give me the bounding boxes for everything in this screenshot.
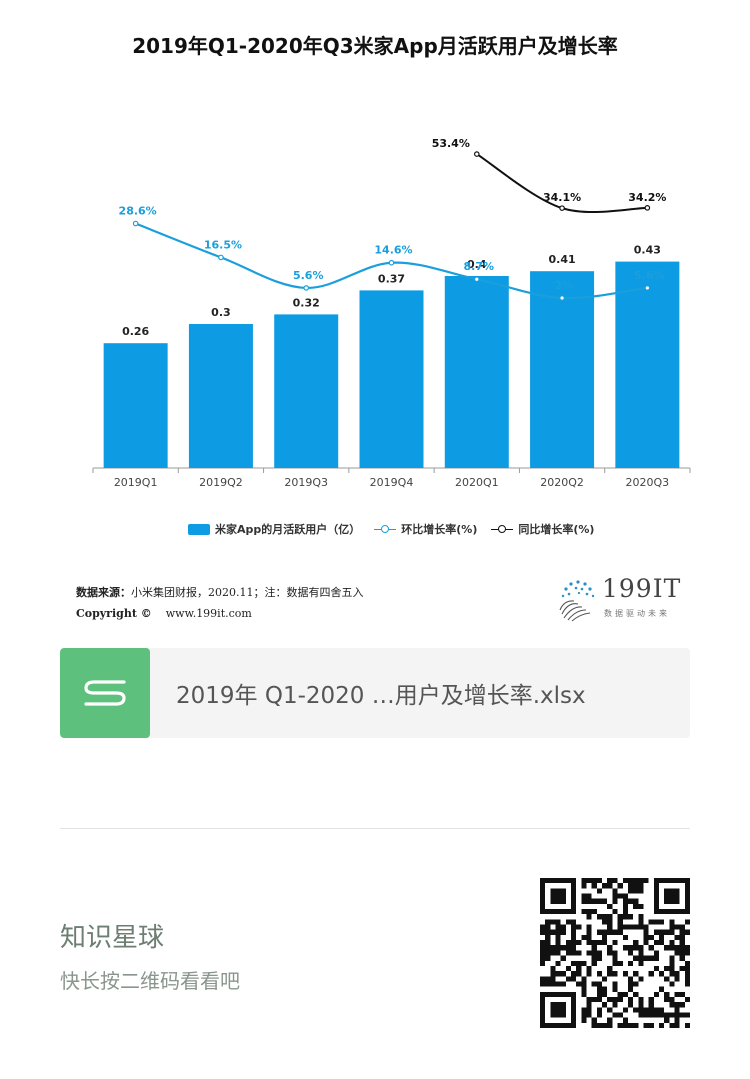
legend-label-bar: 米家App的月活跃用户（亿） xyxy=(215,523,361,536)
x-tick-label-2019Q3: 2019Q3 xyxy=(284,476,328,489)
legend-label-qoq: 环比增长率(%) xyxy=(401,523,478,536)
legend-item-bar: 米家App的月活跃用户（亿） xyxy=(188,521,360,537)
planet-name: 知识星球 xyxy=(60,923,165,953)
source-text: 小米集团财报，2020.11；注：数据有四舍五入 xyxy=(131,586,364,599)
qoq-point-2020Q1 xyxy=(473,276,480,283)
qoq-point-2019Q4 xyxy=(388,259,395,266)
yoy-point-2020Q1 xyxy=(473,151,480,157)
source-note: 数据来源：小米集团财报，2020.11；注：数据有四舍五入 Copyright … xyxy=(76,582,364,624)
x-tick-label-2019Q4: 2019Q4 xyxy=(370,476,414,489)
legend-item-qoq: 环比增长率(%) xyxy=(374,521,477,537)
yoy-label-2020Q2: 34.1% xyxy=(543,191,581,204)
qoq-point-2019Q1 xyxy=(132,220,139,227)
bar-2020Q1 xyxy=(444,276,509,468)
qoq-point-2020Q2 xyxy=(559,295,565,301)
logo-tagline: 数据驱动未来 xyxy=(604,609,670,618)
qoq-label-2020Q1: 8.7% xyxy=(464,260,495,273)
yoy-point-2020Q2 xyxy=(559,205,565,211)
bar-label-2019Q4: 0.37 xyxy=(378,272,405,285)
x-tick-label-2020Q1: 2020Q1 xyxy=(455,476,499,489)
yoy-label-2020Q3: 34.2% xyxy=(628,191,666,204)
qoq-label-2020Q2: 2% xyxy=(555,279,574,292)
bar-label-2020Q3: 0.43 xyxy=(634,244,661,257)
qoq-point-2019Q2 xyxy=(218,254,224,261)
x-tick-label-2020Q3: 2020Q3 xyxy=(626,476,670,489)
s-letter-icon xyxy=(84,680,126,706)
qoq-point-2020Q3 xyxy=(644,285,651,291)
bar-2019Q3 xyxy=(274,314,339,468)
qr-code[interactable] xyxy=(540,878,690,1028)
legend-label-yoy: 同比增长率(%) xyxy=(518,523,595,536)
qoq-label-2019Q3: 5.6% xyxy=(293,269,324,282)
brand-logo: 199IT 数据驱动未来 xyxy=(554,574,684,624)
legend-marker-yoy xyxy=(491,524,514,535)
x-tick-label-2019Q2: 2019Q2 xyxy=(199,476,243,489)
chart-title: 2019年Q1-2020年Q3米家App月活跃用户及增长率 xyxy=(132,34,618,58)
spreadsheet-icon xyxy=(60,648,150,738)
qoq-label-2019Q4: 14.6% xyxy=(374,244,412,257)
bar-label-2019Q2: 0.3 xyxy=(211,306,231,319)
qoq-label-2020Q3: 5.6% xyxy=(634,269,665,282)
chart-legend: 米家App的月活跃用户（亿） 环比增长率(%) 同比增长率(%) xyxy=(188,521,594,537)
legend-swatch-bar xyxy=(188,523,210,535)
planet-hint: 快长按二维码看看吧 xyxy=(60,969,240,993)
bar-label-2020Q1: 0.4 xyxy=(467,258,487,271)
bar-2020Q3 xyxy=(615,261,680,468)
yoy-point-2020Q3 xyxy=(644,205,651,211)
legend-marker-qoq xyxy=(374,524,397,535)
divider xyxy=(60,828,690,829)
qr-modules xyxy=(540,878,690,1028)
copyright-url: www.199it.com xyxy=(165,607,252,620)
qoq-label-2019Q2: 16.5% xyxy=(204,238,242,251)
legend-item-yoy: 同比增长率(%) xyxy=(491,521,594,537)
qoq-label-2019Q1: 28.6% xyxy=(119,205,157,218)
file-attachment-card[interactable]: 2019年 Q1-2020 …用户及增长率.xlsx xyxy=(60,648,690,738)
bar-2019Q1 xyxy=(103,343,168,468)
file-name: 2019年 Q1-2020 …用户及增长率.xlsx xyxy=(176,683,586,709)
bar-label-2020Q2: 0.41 xyxy=(549,253,576,266)
chart: 0.26 2019Q1 0.3 2019Q2 0.32 2019Q3 0.37 2019Q4 0… xyxy=(92,137,691,489)
qoq-point-2019Q3 xyxy=(303,285,310,291)
bar-label-2019Q1: 0.26 xyxy=(122,325,149,338)
copyright-label: Copyright © xyxy=(76,607,152,620)
logo-text: 199IT xyxy=(602,574,682,603)
yoy-label-2020Q1: 53.4% xyxy=(432,137,470,150)
x-tick-label-2020Q2: 2020Q2 xyxy=(540,476,584,489)
x-tick-label-2019Q1: 2019Q1 xyxy=(114,476,158,489)
bar-2020Q2 xyxy=(530,271,595,468)
bar-2019Q4 xyxy=(359,290,424,468)
dandelion-icon xyxy=(559,580,595,622)
bar-2019Q2 xyxy=(188,324,253,468)
source-label: 数据来源： xyxy=(76,586,131,599)
bar-label-2019Q3: 0.32 xyxy=(293,296,320,309)
